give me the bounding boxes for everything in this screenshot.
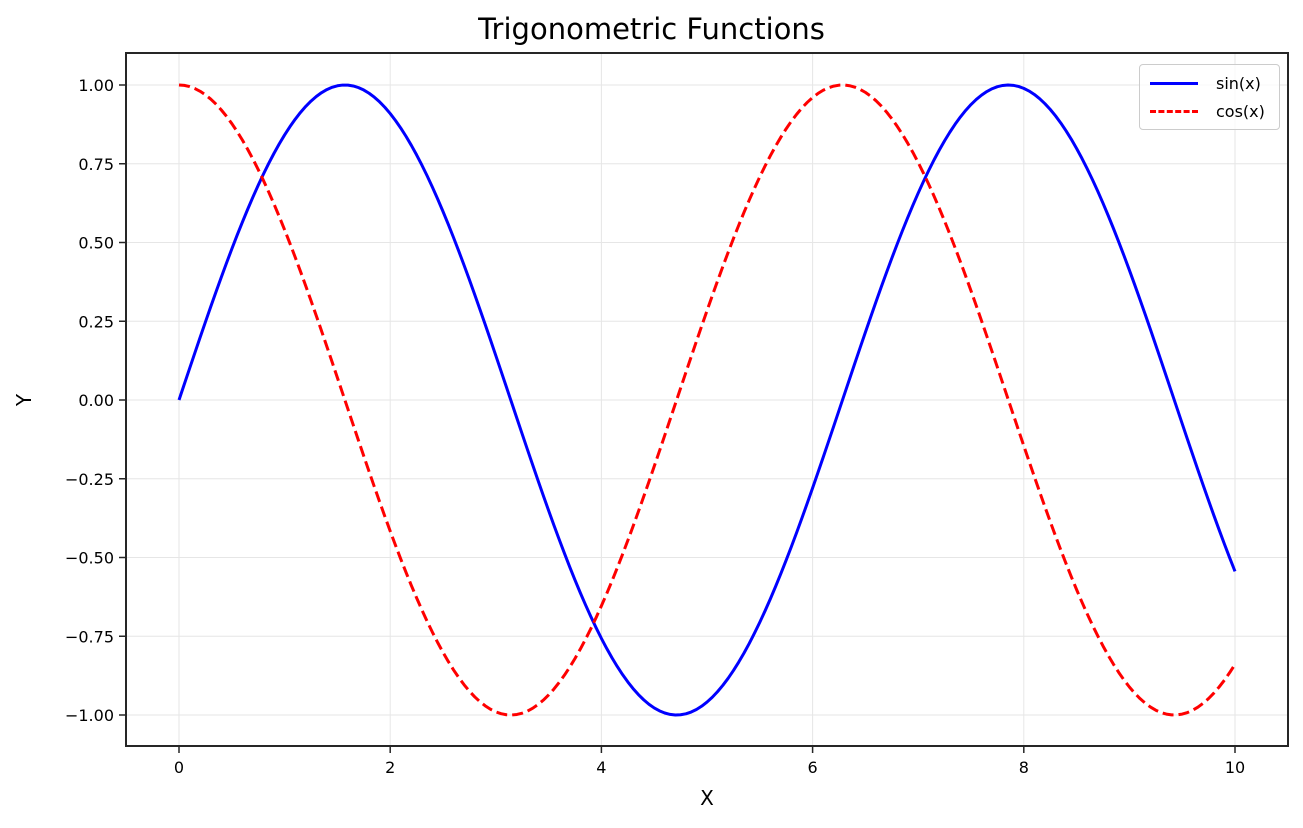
y-tick-label: −0.50 — [65, 549, 114, 568]
x-tick-label: 2 — [385, 758, 395, 777]
series-line-cosx — [178, 83, 1237, 717]
y-tick-label: −1.00 — [65, 706, 114, 725]
legend-item-sin: sin(x) — [1150, 72, 1261, 94]
x-tick-label: 10 — [1225, 758, 1245, 777]
solid-line-icon — [1150, 81, 1198, 85]
y-tick-label: 0.00 — [78, 391, 114, 410]
legend-label: cos(x) — [1216, 101, 1265, 121]
x-tick-label: 6 — [808, 758, 818, 777]
y-tick-label: 1.00 — [78, 76, 114, 95]
series-line-sinx — [177, 83, 1237, 717]
chart-title: Trigonometric Functions — [478, 12, 825, 46]
y-tick-label: 0.25 — [78, 312, 114, 331]
y-axis-label: Y — [12, 393, 36, 407]
y-tick-label: −0.75 — [65, 627, 114, 646]
x-tick-label: 4 — [596, 758, 606, 777]
dashed-line-icon — [1150, 109, 1198, 113]
y-tick-label: 0.75 — [78, 155, 114, 174]
legend-item-cos: cos(x) — [1150, 100, 1265, 122]
y-tick-label: −0.25 — [65, 470, 114, 489]
x-axis-label: X — [700, 786, 714, 810]
legend: sin(x) cos(x) — [1139, 64, 1280, 130]
legend-label: sin(x) — [1216, 73, 1261, 93]
x-tick-label: 8 — [1019, 758, 1029, 777]
y-tick-label: 0.50 — [78, 234, 114, 253]
x-tick-label: 0 — [174, 758, 184, 777]
